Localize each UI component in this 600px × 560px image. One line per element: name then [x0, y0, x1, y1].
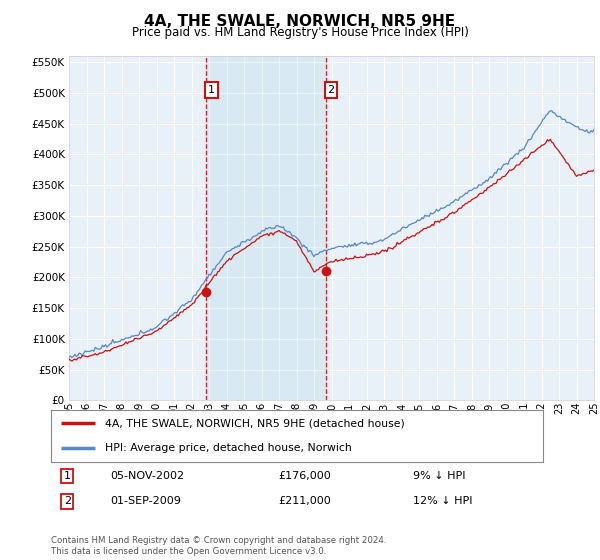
- Text: 12% ↓ HPI: 12% ↓ HPI: [413, 496, 472, 506]
- Text: 1: 1: [208, 85, 215, 95]
- Text: 05-NOV-2002: 05-NOV-2002: [110, 471, 185, 481]
- Text: £211,000: £211,000: [278, 496, 331, 506]
- Text: 4A, THE SWALE, NORWICH, NR5 9HE (detached house): 4A, THE SWALE, NORWICH, NR5 9HE (detache…: [105, 418, 405, 428]
- Text: 01-SEP-2009: 01-SEP-2009: [110, 496, 181, 506]
- Text: 4A, THE SWALE, NORWICH, NR5 9HE: 4A, THE SWALE, NORWICH, NR5 9HE: [145, 14, 455, 29]
- Text: 2: 2: [64, 496, 71, 506]
- Text: 9% ↓ HPI: 9% ↓ HPI: [413, 471, 466, 481]
- Text: 1: 1: [64, 471, 71, 481]
- Text: £176,000: £176,000: [278, 471, 331, 481]
- Text: Price paid vs. HM Land Registry's House Price Index (HPI): Price paid vs. HM Land Registry's House …: [131, 26, 469, 39]
- Text: 2: 2: [328, 85, 335, 95]
- Text: HPI: Average price, detached house, Norwich: HPI: Average price, detached house, Norw…: [105, 442, 352, 452]
- Bar: [206, 56, 326, 400]
- Text: Contains HM Land Registry data © Crown copyright and database right 2024.
This d: Contains HM Land Registry data © Crown c…: [51, 536, 386, 556]
